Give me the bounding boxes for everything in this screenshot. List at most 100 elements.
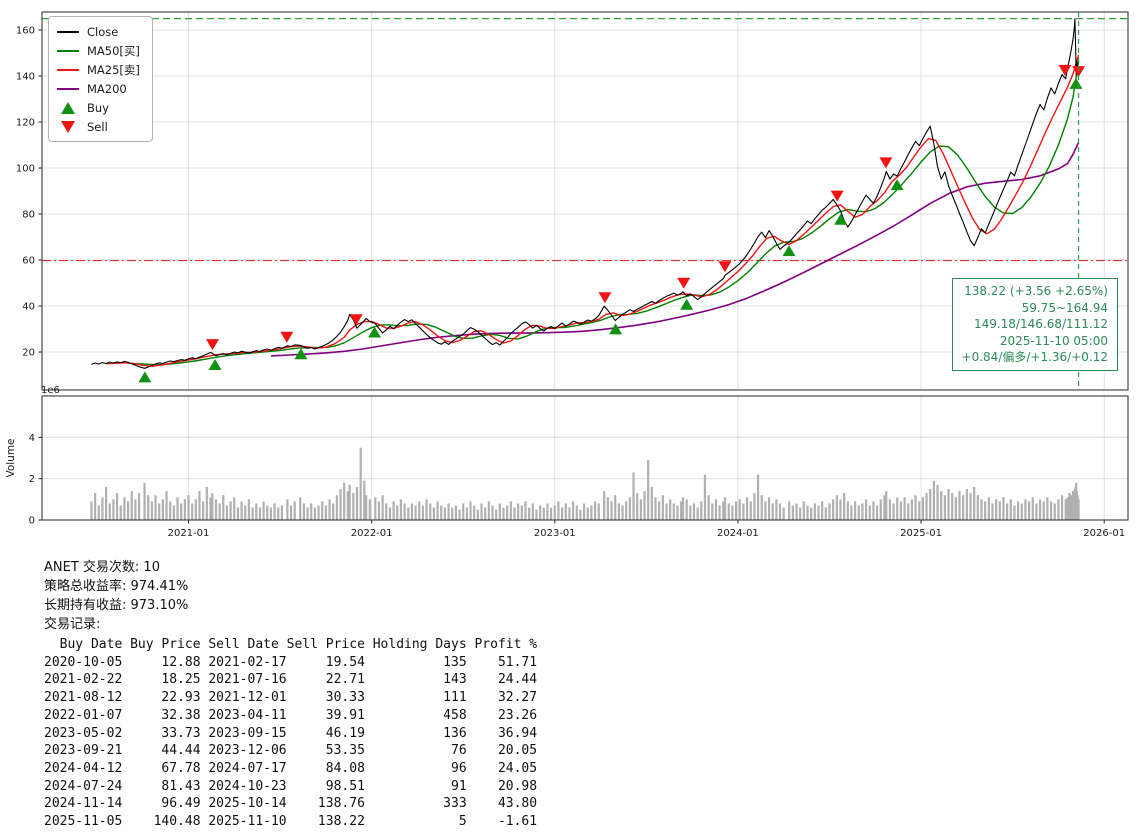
volume-bar <box>995 499 998 520</box>
volume-bar <box>1068 493 1071 520</box>
ma25-line <box>106 54 1080 367</box>
triangle-glyph <box>61 101 75 114</box>
volume-bar <box>879 499 882 520</box>
volume-bar <box>112 499 115 520</box>
volume-bar <box>892 503 895 520</box>
volume-bar <box>899 501 903 520</box>
volume-bar <box>802 501 805 520</box>
legend-item-2: MA25[卖] <box>57 61 140 78</box>
annotation-line-0: 138.22 (+3.56 +2.65%) <box>964 284 1108 298</box>
volume-bar <box>782 507 785 520</box>
buy-marker <box>609 323 623 335</box>
volume-bar <box>885 491 888 520</box>
volume-bar <box>903 497 906 520</box>
volume-bar <box>561 507 564 520</box>
volume-bar <box>531 503 534 520</box>
volume-bar <box>888 499 892 520</box>
volume-bar <box>1066 497 1069 520</box>
volume-bar <box>172 505 175 520</box>
volume-bar <box>806 505 809 520</box>
volume-bar <box>835 495 838 520</box>
volume-bar <box>991 503 994 520</box>
volume-bar <box>606 497 609 520</box>
volume-bar <box>962 495 965 520</box>
volume-bar <box>1064 499 1067 520</box>
volume-bar <box>976 495 979 520</box>
volume-bar <box>123 497 126 520</box>
volume-bar <box>447 503 450 520</box>
sell-marker <box>677 277 691 289</box>
volume-bar <box>625 501 628 520</box>
volume-bar <box>731 505 734 520</box>
volume-bar <box>473 505 476 520</box>
price-tick-label: 20 <box>22 348 35 359</box>
volume-bar <box>1035 503 1038 520</box>
volume-panel-border <box>41 395 1129 521</box>
volume-bar <box>936 484 939 520</box>
trade-row-9: 2025-11-05 140.48 2025-11-10 138.22 5 -1… <box>44 814 538 830</box>
volume-bar <box>764 501 767 520</box>
trade-row-2: 2021-08-12 22.93 2021-12-01 30.33 111 32… <box>44 690 538 706</box>
volume-bar <box>795 503 798 520</box>
volume-bar <box>191 503 194 520</box>
volume-bar <box>214 499 218 520</box>
volume-bar <box>745 497 749 520</box>
volume-bar <box>810 507 813 520</box>
volume-bar <box>484 507 487 520</box>
volume-bar <box>509 501 512 520</box>
price-tick-label: 160 <box>16 26 35 37</box>
volume-bar <box>421 505 425 520</box>
volume-bar <box>947 489 950 520</box>
volume-bar <box>332 503 335 520</box>
legend-line-swatch <box>57 49 79 52</box>
volume-bar <box>546 503 549 520</box>
volume-bar <box>850 505 853 520</box>
volume-bar <box>824 507 827 520</box>
volume-bar <box>517 503 520 520</box>
sell-marker <box>349 314 363 326</box>
volume-bar <box>832 499 835 520</box>
volume-bar <box>954 497 957 520</box>
volume-bar <box>817 505 820 520</box>
volume-bar <box>711 503 714 520</box>
annotation-line-1: 59.75~164.94 <box>1021 300 1108 315</box>
stat-line-strategy-return: 策略总收益率: 974.41% <box>44 579 189 594</box>
legend-label: Buy <box>87 100 109 115</box>
volume-bar <box>550 507 553 520</box>
volume-bar <box>97 505 100 520</box>
volume-bar <box>262 501 265 520</box>
volume-bar <box>233 497 236 520</box>
volume-bar <box>907 503 910 520</box>
buy-marker <box>208 359 222 371</box>
legend-item-4: Buy <box>57 99 140 116</box>
volume-tick-label: 0 <box>29 516 35 527</box>
volume-bar <box>617 503 620 520</box>
quote-annotation-box: 138.22 (+3.56 +2.65%) 59.75~164.94 149.18/… <box>951 278 1118 371</box>
volume-bar <box>727 503 730 520</box>
volume-bar <box>868 505 871 520</box>
volume-bar <box>348 484 351 520</box>
triangle-glyph <box>61 120 75 133</box>
volume-bar <box>392 501 395 520</box>
buy-marker <box>834 213 848 225</box>
volume-bar <box>205 486 208 520</box>
volume-bar <box>722 501 725 520</box>
volume-bar <box>1070 495 1073 520</box>
volume-bar <box>359 447 362 520</box>
volume-bar <box>218 503 221 520</box>
annotation-line-2: 149.18/146.68/111.12 <box>973 317 1108 331</box>
volume-bar <box>707 495 710 520</box>
volume-bar <box>355 486 359 520</box>
volume-bar <box>872 501 875 520</box>
volume-bar <box>1017 501 1020 520</box>
volume-bar <box>183 499 186 520</box>
volume-bar <box>130 491 133 520</box>
volume-bar <box>658 501 661 520</box>
volume-bar <box>723 497 727 520</box>
volume-bar <box>520 505 523 520</box>
volume-bar <box>1060 495 1064 520</box>
volume-bar <box>194 499 197 520</box>
volume-bar <box>465 507 468 520</box>
annotation-line-4: +0.84/偏多/+1.36/+0.12 <box>961 350 1108 364</box>
volume-bar <box>813 503 816 520</box>
